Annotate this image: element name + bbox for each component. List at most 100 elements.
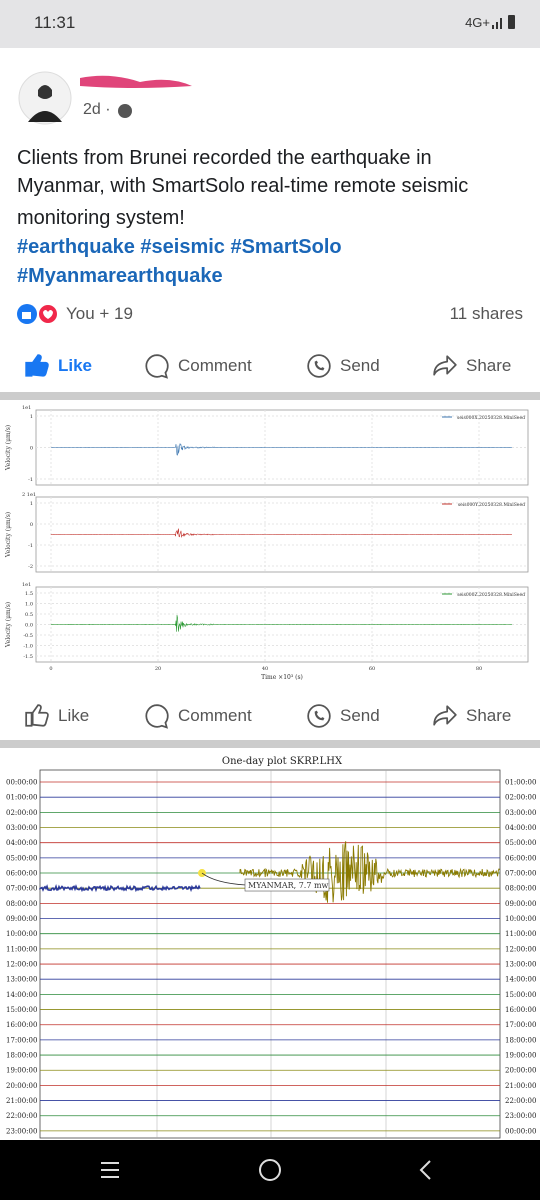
- earthquake-trace: [239, 841, 500, 903]
- time-label: 15:00:00: [6, 1006, 37, 1014]
- redacted-name: [80, 75, 192, 88]
- time-label: 04:00:00: [6, 839, 37, 847]
- time-label: 08:00:00: [6, 900, 37, 908]
- post-text: monitoring system!: [17, 207, 185, 229]
- separator: [0, 392, 540, 400]
- time-label: 11:00:00: [505, 930, 536, 938]
- action-label: Send: [340, 356, 380, 375]
- time-label: 10:00:00: [505, 915, 536, 923]
- time-label: 15:00:00: [505, 991, 536, 999]
- action-button[interactable]: Send: [306, 353, 380, 379]
- x-tick-label: 80: [476, 666, 482, 672]
- action-icon: [433, 705, 457, 726]
- time-label: 04:00:00: [505, 824, 536, 832]
- hashtags[interactable]: #earthquake #seismic #SmartSolo: [17, 236, 342, 258]
- time-label: 22:00:00: [505, 1097, 536, 1105]
- action-bar: Like Comment Send Share: [0, 698, 540, 734]
- reaction-icons: [17, 303, 59, 325]
- y-axis-label: Velocity (μm/s): [5, 512, 12, 558]
- action-button[interactable]: Send: [306, 703, 380, 729]
- action-icon: [145, 354, 169, 379]
- time-label: 21:00:00: [6, 1097, 37, 1105]
- y-tick-label: 1: [30, 501, 33, 507]
- time-label: 18:00:00: [6, 1052, 37, 1060]
- y-tick-label: 1: [30, 414, 33, 420]
- time-label: 07:00:00: [6, 885, 37, 893]
- y-tick-label: -1.0: [23, 644, 33, 650]
- annotation-leader: [201, 872, 247, 886]
- time-label: 03:00:00: [6, 824, 37, 832]
- legend-label: seis000Y.20250328.MiniSeed: [458, 502, 525, 508]
- globe-icon: [118, 104, 132, 118]
- helicorder-image[interactable]: One-day plot SKRP.LHX 00:00:00 01:00:00 01:…: [0, 748, 540, 1140]
- y-tick-label: 0.0: [25, 623, 33, 629]
- y-tick-label: 0: [30, 446, 33, 452]
- y-axis-label: Velocity (μm/s): [5, 602, 12, 648]
- y-tick-label: 0: [30, 522, 33, 528]
- time-label: 12:00:00: [6, 961, 37, 969]
- x-tick-label: 20: [155, 666, 161, 672]
- plot-frame: [35, 496, 529, 573]
- y-tick-label: 1.0: [25, 602, 33, 608]
- clock: 11:31: [34, 13, 76, 32]
- time-label: 22:00:00: [6, 1112, 37, 1120]
- home-button[interactable]: [259, 1159, 281, 1181]
- action-label: Share: [466, 356, 512, 375]
- time-label: 20:00:00: [505, 1067, 536, 1075]
- seismogram-image[interactable]: 1 0 -1 1e1 Velocity (μm/s) seis000X.20250328.…: [0, 400, 540, 690]
- waveform: [50, 614, 512, 632]
- time-label: 09:00:00: [505, 900, 536, 908]
- exponent-label: 1e1: [22, 582, 31, 588]
- share-count[interactable]: 11 shares: [449, 304, 523, 323]
- time-label: 20:00:00: [6, 1082, 37, 1090]
- time-label: 13:00:00: [6, 976, 37, 984]
- time-label: 10:00:00: [6, 930, 37, 938]
- plot-frame: [39, 769, 501, 1139]
- y-tick-label: -2: [28, 564, 33, 570]
- action-button[interactable]: Like: [24, 353, 92, 379]
- time-label: 01:00:00: [505, 779, 536, 787]
- annotation-box: [244, 878, 330, 892]
- y-tick-label: -0.5: [23, 633, 33, 639]
- action-icon: [145, 704, 169, 729]
- action-icon: [307, 704, 331, 728]
- post-header: [18, 71, 192, 125]
- y-axis-label: Velocity (μm/s): [5, 425, 12, 471]
- time-label: 17:00:00: [6, 1036, 37, 1044]
- y-tick-label: -1: [28, 543, 33, 549]
- action-label: Share: [466, 706, 512, 725]
- time-label: 02:00:00: [6, 809, 37, 817]
- time-label: 08:00:00: [505, 885, 536, 893]
- action-button[interactable]: Share: [432, 353, 511, 379]
- noise-trace: [39, 884, 201, 893]
- waveform: [51, 443, 513, 456]
- action-button[interactable]: Like: [24, 703, 89, 729]
- time-label: 06:00:00: [6, 870, 37, 878]
- y-tick-label: 1.5: [25, 591, 33, 597]
- time-label: 05:00:00: [505, 839, 536, 847]
- signal-icons: [492, 15, 515, 29]
- recents-button[interactable]: [101, 1162, 119, 1178]
- time-label: 16:00:00: [505, 1006, 536, 1014]
- time-label: 16:00:00: [6, 1021, 37, 1029]
- action-label: Comment: [178, 706, 252, 725]
- plot-title: One-day plot SKRP.LHX: [222, 756, 343, 767]
- action-button[interactable]: Comment: [144, 703, 252, 729]
- post-text: Myanmar, with SmartSolo real-time remote…: [17, 175, 469, 197]
- time-label: 07:00:00: [505, 870, 536, 878]
- time-label: 02:00:00: [505, 794, 536, 802]
- action-button[interactable]: Share: [432, 703, 511, 729]
- time-label: 14:00:00: [6, 991, 37, 999]
- y-tick-label: 0.5: [25, 612, 33, 618]
- x-tick-label: 60: [369, 666, 375, 672]
- time-label: 23:00:00: [6, 1127, 37, 1135]
- back-button[interactable]: [419, 1160, 431, 1180]
- time-label: 18:00:00: [505, 1036, 536, 1044]
- time-label: 01:00:00: [6, 794, 37, 802]
- action-button[interactable]: Comment: [144, 353, 252, 379]
- x-axis-label: Time ×10³ (s): [261, 674, 303, 681]
- reaction-count[interactable]: You + 19: [66, 304, 133, 323]
- nav-bar: [0, 1140, 540, 1200]
- hashtags[interactable]: #Myanmarearthquake: [17, 265, 223, 287]
